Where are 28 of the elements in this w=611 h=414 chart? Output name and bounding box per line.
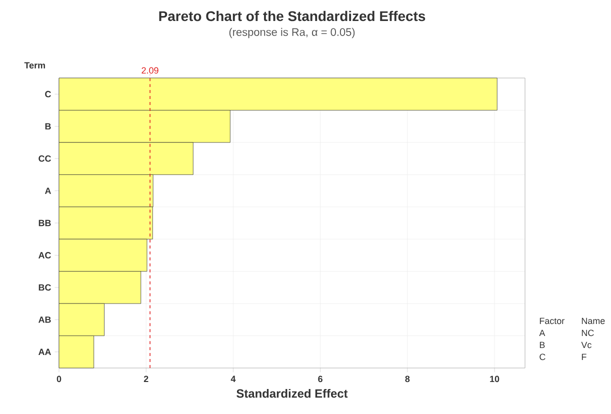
y-tick-label: BC	[38, 284, 51, 291]
text: NC	[582, 330, 594, 336]
x-tick-label: 4	[230, 376, 236, 382]
x-axis-title: Standardized Effect	[236, 388, 348, 398]
x-tick-label: 6	[318, 376, 322, 382]
y-tick-label: CC	[38, 155, 51, 162]
chart-title: Pareto Chart of the Standardized Effects	[159, 10, 426, 22]
chart-subtitle: (response is Ra, α = 0.05)	[229, 28, 355, 38]
y-tick-label: AA	[38, 348, 51, 355]
text: Vc	[581, 342, 592, 348]
x-tick-label: 0	[56, 376, 62, 382]
y-tick-label: B	[45, 123, 51, 130]
x-tick-label: 10	[490, 376, 500, 382]
y-tick-label: C	[45, 90, 51, 98]
y-tick-label: AB	[38, 316, 51, 323]
text: A	[539, 330, 546, 336]
y-tick-label: AC	[38, 252, 51, 258]
text: F	[582, 354, 586, 360]
text: Factor	[540, 318, 564, 324]
text: C	[540, 354, 546, 360]
y-axis-title: Term	[24, 62, 45, 69]
x-tick-label: 8	[405, 376, 410, 382]
text: B	[540, 342, 545, 348]
y-tick-label: BB	[38, 220, 51, 226]
text: Name	[582, 318, 605, 324]
y-tick-label: A	[44, 188, 51, 194]
x-tick-label: 2	[144, 376, 148, 382]
ref-line-label: 2.09	[142, 67, 158, 74]
